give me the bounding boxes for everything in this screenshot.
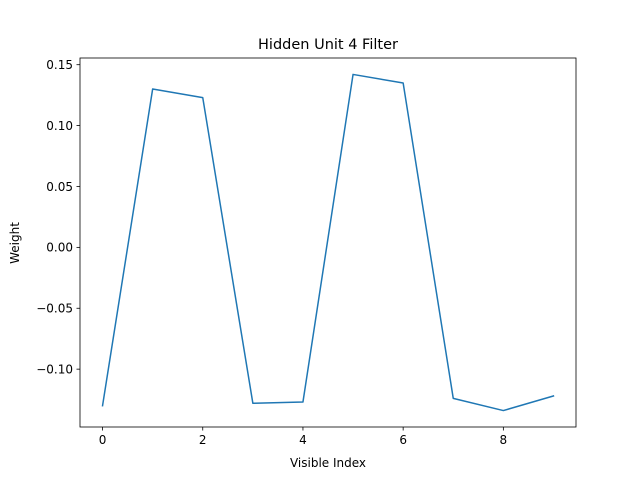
y-axis-label: Weight [8, 222, 22, 264]
y-tick-label: −0.05 [36, 302, 73, 316]
x-tick-label: 6 [399, 433, 407, 447]
y-tick-label: 0.05 [46, 180, 73, 194]
y-tick-label: 0.15 [46, 58, 73, 72]
y-tick-label: 0.10 [46, 119, 73, 133]
series-layer [101, 73, 555, 412]
plot-area-frame [79, 57, 577, 428]
x-tick-label: 0 [99, 433, 107, 447]
x-tick-label: 8 [500, 433, 508, 447]
axis-ticks: 0 2 4 6 8 −0.10 −0.05 0.00 0.05 0.10 0.15 [36, 58, 507, 447]
x-axis-label: Visible Index [290, 456, 366, 470]
y-tick-label: −0.10 [36, 362, 73, 376]
series-line [101, 73, 555, 412]
x-tick-label: 2 [199, 433, 207, 447]
chart-title: Hidden Unit 4 Filter [258, 37, 398, 53]
x-tick-label: 4 [299, 433, 307, 447]
y-tick-label: 0.00 [46, 241, 73, 255]
